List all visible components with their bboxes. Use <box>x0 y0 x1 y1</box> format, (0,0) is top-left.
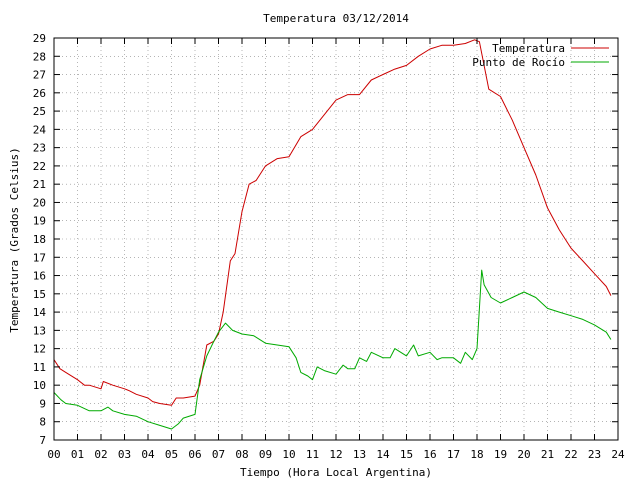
x-tick-label: 08 <box>235 448 248 461</box>
x-tick-label: 14 <box>376 448 390 461</box>
grid-lines <box>54 38 618 440</box>
x-tick-label: 21 <box>541 448 554 461</box>
x-tick-label: 05 <box>165 448 178 461</box>
y-tick-label: 11 <box>33 361 46 374</box>
axis-ticks: 00 01 02 03 04 05 06 07 08 09 10 11 12 13 14 15 16 17 18 19… <box>33 32 625 461</box>
y-tick-label: 22 <box>33 160 46 173</box>
y-tick-label: 26 <box>33 87 46 100</box>
x-tick-label: 02 <box>94 448 107 461</box>
y-tick-label: 17 <box>33 251 46 264</box>
x-tick-label: 11 <box>306 448 319 461</box>
x-tick-label: 10 <box>282 448 295 461</box>
x-tick-label: 07 <box>212 448 225 461</box>
y-tick-label: 16 <box>33 270 46 283</box>
y-tick-label: 18 <box>33 233 46 246</box>
y-tick-label: 21 <box>33 178 46 191</box>
y-tick-label: 20 <box>33 196 46 209</box>
x-axis-title: Tiempo (Hora Local Argentina) <box>240 466 432 479</box>
y-tick-label: 23 <box>33 142 46 155</box>
series-line-0 <box>53 39 612 406</box>
series-lines <box>53 39 612 430</box>
y-tick-label: 24 <box>33 123 47 136</box>
x-tick-label: 15 <box>400 448 413 461</box>
x-tick-label: 24 <box>611 448 625 461</box>
y-tick-label: 29 <box>33 32 46 45</box>
y-tick-label: 9 <box>39 397 46 410</box>
y-tick-label: 28 <box>33 50 46 63</box>
y-tick-label: 15 <box>33 288 46 301</box>
legend-label-0: Temperatura <box>492 42 565 55</box>
x-tick-label: 22 <box>564 448 577 461</box>
y-tick-label: 12 <box>33 343 46 356</box>
x-tick-label: 12 <box>329 448 342 461</box>
x-tick-label: 18 <box>470 448 483 461</box>
x-tick-label: 03 <box>118 448 131 461</box>
y-tick-label: 27 <box>33 69 46 82</box>
x-tick-label: 04 <box>141 448 155 461</box>
y-tick-label: 13 <box>33 324 46 337</box>
x-tick-label: 23 <box>588 448 601 461</box>
x-tick-label: 17 <box>447 448 460 461</box>
y-tick-label: 10 <box>33 379 46 392</box>
y-tick-label: 8 <box>39 416 46 429</box>
x-tick-label: 09 <box>259 448 272 461</box>
x-tick-label: 16 <box>423 448 436 461</box>
x-tick-label: 01 <box>71 448 84 461</box>
x-tick-label: 19 <box>494 448 507 461</box>
x-tick-label: 13 <box>353 448 366 461</box>
y-tick-label: 19 <box>33 215 46 228</box>
y-tick-label: 7 <box>39 434 46 447</box>
y-axis-title: Temperatura (Grados Celsius) <box>8 147 21 332</box>
x-tick-label: 06 <box>188 448 201 461</box>
x-tick-label: 00 <box>47 448 60 461</box>
y-tick-label: 14 <box>33 306 47 319</box>
legend-label-1: Punto de Rocío <box>472 56 565 69</box>
chart-title: Temperatura 03/12/2014 <box>263 12 409 25</box>
series-line-1 <box>53 269 612 430</box>
y-tick-label: 25 <box>33 105 46 118</box>
x-tick-label: 20 <box>517 448 530 461</box>
